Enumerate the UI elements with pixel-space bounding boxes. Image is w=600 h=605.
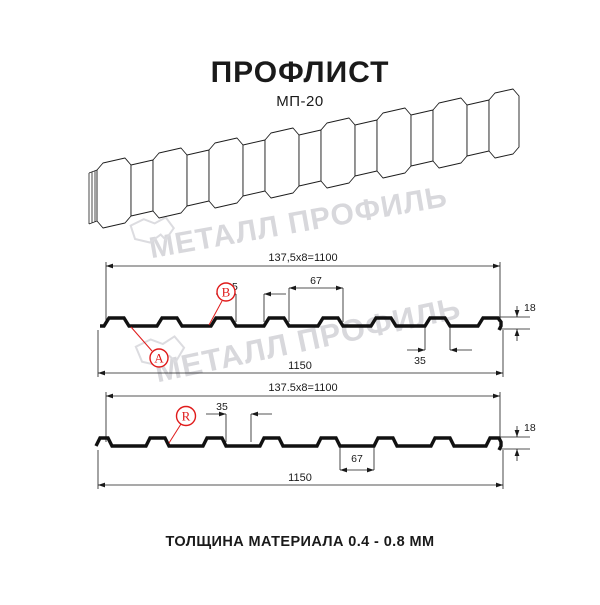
- dim-arrow: [340, 467, 347, 473]
- page-title: ПРОФЛИСТ: [211, 56, 390, 89]
- iso-rib: [376, 107, 412, 179]
- section-a-top-dimension: [105, 262, 501, 322]
- dim-arrow: [264, 291, 271, 297]
- section-a-top-dimension-label: 137,5x8=1100: [268, 252, 337, 264]
- dim-arrow: [219, 411, 226, 417]
- dim-arrow: [450, 347, 457, 353]
- iso-rib: [264, 127, 300, 199]
- iso-web: [298, 129, 322, 187]
- callout-b-label: B: [222, 285, 231, 300]
- dim-arrow-left: [106, 263, 113, 269]
- callout-a-leader: [130, 326, 153, 352]
- dim-arrow: [514, 310, 520, 317]
- callout-r-circle: [175, 405, 197, 427]
- section-b-rib-dimension-label: 35: [216, 401, 228, 413]
- section-a-valley-dimension: [407, 326, 472, 353]
- dim-arrow: [514, 449, 520, 456]
- iso-rib: [96, 157, 132, 229]
- iso-ribs: [96, 88, 520, 229]
- iso-web: [130, 159, 154, 217]
- dim-arrow-left: [106, 393, 113, 399]
- callout-b-leader: [208, 300, 223, 326]
- dim-arrow: [418, 347, 425, 353]
- section-b-bottom-dimension-label: 1150: [288, 472, 312, 484]
- callout-b-circle: [216, 282, 236, 302]
- material-thickness-note: ТОЛЩИНА МАТЕРИАЛА 0.4 - 0.8 ММ: [166, 534, 435, 550]
- callout-r-leader: [168, 423, 182, 444]
- iso-rib: [320, 117, 356, 189]
- section-a-bottom-dimension: [97, 330, 504, 377]
- section-b-bottom-dimension: [97, 450, 504, 489]
- callout-r: R: [168, 405, 197, 444]
- section-b-profile: [94, 436, 503, 451]
- watermark-logo-upper: [129, 216, 175, 244]
- iso-rib: [432, 97, 468, 169]
- iso-left-edge: [88, 169, 98, 225]
- iso-edge-cap: [88, 220, 98, 225]
- iso-web: [354, 119, 378, 177]
- iso-rib: [208, 137, 244, 209]
- section-a-group: 137,5x8=1100 35 67: [97, 252, 536, 377]
- section-b-flat-dimension-label: 67: [351, 453, 363, 465]
- iso-web: [242, 139, 266, 197]
- section-a-profile: [100, 316, 503, 331]
- iso-rib-end: [488, 88, 520, 159]
- section-b-top-dimension-label: 137.5x8=1100: [268, 382, 337, 394]
- dim-arrow: [367, 467, 374, 473]
- callout-a-label: A: [154, 351, 164, 366]
- section-a-bottom-dimension-label: 1150: [288, 360, 312, 372]
- section-b-group: 137.5x8=1100 35 67: [94, 382, 536, 489]
- dim-arrow: [336, 285, 343, 291]
- section-b-rib-dimension: [206, 411, 272, 442]
- callout-b: B: [208, 282, 236, 326]
- dim-arrow: [514, 430, 520, 437]
- watermark-logo-path: [129, 216, 175, 244]
- dim-arrow-left: [98, 370, 105, 376]
- dim-arrow: [251, 411, 258, 417]
- iso-rib: [152, 147, 188, 219]
- iso-web: [410, 109, 434, 167]
- dim-arrow-right: [496, 370, 503, 376]
- callout-r-label: R: [182, 409, 191, 424]
- dim-arrow-right: [493, 263, 500, 269]
- section-a-valley-dimension-label: 35: [414, 355, 426, 367]
- watermark-lower: МЕТАЛЛ ПРОФИЛЬ: [152, 290, 464, 389]
- dim-arrow-right: [496, 482, 503, 488]
- dim-arrow: [289, 285, 296, 291]
- section-b-top-dimension: [105, 392, 501, 442]
- dim-arrow-right: [493, 393, 500, 399]
- section-b-height-dimension: [498, 426, 530, 461]
- section-a-height-dimension-label: 18: [524, 302, 536, 314]
- iso-edge-cap: [88, 169, 98, 174]
- dim-arrow: [514, 329, 520, 336]
- section-a-height-dimension: [498, 306, 530, 341]
- iso-web: [186, 149, 210, 207]
- isometric-sheet-view: [88, 88, 520, 229]
- section-b-flat-dimension: [339, 446, 375, 473]
- section-a-flat-dimension-label: 67: [310, 275, 322, 287]
- model-subtitle: МП-20: [276, 93, 323, 110]
- section-b-height-dimension-label: 18: [524, 422, 536, 434]
- callout-a: A: [130, 326, 169, 368]
- iso-web: [466, 99, 490, 157]
- callout-a-circle: [149, 348, 169, 368]
- dim-arrow-left: [98, 482, 105, 488]
- watermark-text-lower: МЕТАЛЛ ПРОФИЛЬ: [152, 290, 464, 389]
- section-a-flat-dimension: [288, 285, 344, 322]
